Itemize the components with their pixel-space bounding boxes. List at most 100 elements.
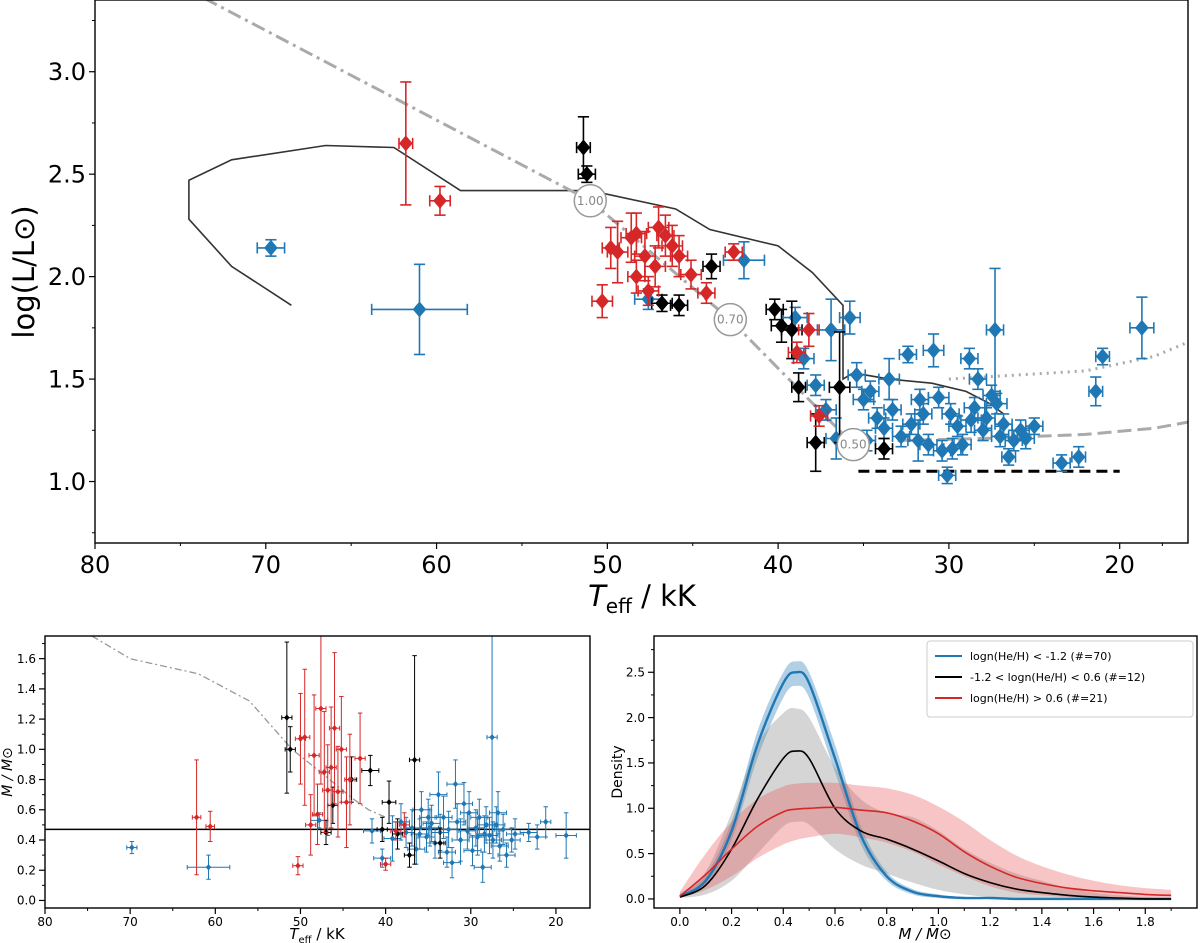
hrd-point-red <box>606 220 629 284</box>
mass-point-blue <box>486 636 498 844</box>
density-band-red <box>679 782 1172 899</box>
density-y-tick-label: 1.5 <box>626 756 645 770</box>
density-y-tick-label: 1.0 <box>626 801 645 815</box>
hrd-point-blue <box>937 466 957 485</box>
mass-point-red <box>308 694 320 817</box>
hrd-x-axis-label: Teff / kK <box>588 579 697 618</box>
mass-point-blue <box>407 833 426 865</box>
density-x-tick-label: 0.0 <box>670 915 689 929</box>
hrd-x-tick-label: 70 <box>251 551 282 579</box>
hrd-point-black <box>828 331 851 444</box>
hrd-point-black <box>765 298 785 321</box>
mass-x-tick-label: 20 <box>548 915 563 929</box>
hrd-y-tick-label: 1.0 <box>48 468 86 496</box>
hrd-point-blue <box>847 361 867 389</box>
mass-point-blue <box>506 818 525 850</box>
hrd-point-blue <box>806 374 826 397</box>
mass-point-red <box>328 652 341 805</box>
hrd-point-red <box>797 312 820 348</box>
hrd-point-blue <box>941 402 960 425</box>
mass-x-tick-label: 60 <box>208 915 223 929</box>
tahb-dashed-line <box>897 420 1188 442</box>
mass-point-black <box>281 641 293 794</box>
mass-point-blue <box>443 847 462 879</box>
mass-point-red <box>315 636 327 785</box>
density-y-tick-label: 0.0 <box>626 892 645 906</box>
density-x-tick-label: 1.6 <box>1084 915 1103 929</box>
mass-point-black <box>408 655 421 865</box>
mass-plot-frame <box>44 635 591 909</box>
mass-point-blue <box>528 824 547 850</box>
hrd-point-blue <box>883 398 902 421</box>
mass-x-tick-label: 80 <box>37 915 52 929</box>
hrd-point-red <box>644 245 667 288</box>
hrd-plot-frame <box>94 0 1189 544</box>
hrd-point-blue <box>256 238 286 257</box>
mass-point-blue <box>412 791 431 829</box>
mass-point-blue <box>410 818 429 850</box>
hrd-x-tick-label: 30 <box>934 551 965 579</box>
mass-x-tick-label: 50 <box>293 915 308 929</box>
mass-x-tick-label: 70 <box>123 915 138 929</box>
hrd-point-blue <box>927 386 950 409</box>
density-x-tick-label: 0.6 <box>825 915 844 929</box>
hrd-point-blue <box>898 345 918 364</box>
hrd-point-blue <box>1094 347 1111 366</box>
hrd-point-black <box>702 253 721 280</box>
mass-x-tick-label: 40 <box>378 915 393 929</box>
mass-point-black <box>361 754 380 787</box>
density-x-tick-label: 0.2 <box>722 915 741 929</box>
density-panel: 0.0 0.2 0.4 0.6 0.8 1.0 1.2 1.4 1.6 1.8 0.0 0.5 1.0 1… <box>610 635 1198 943</box>
hrd-point-red <box>627 259 646 294</box>
mass-label-text: 0.50 <box>840 438 867 452</box>
density-x-axis-label: M / M⊙ <box>898 925 951 943</box>
density-x-tick-label: 0.4 <box>774 915 793 929</box>
density-plot-frame <box>653 635 1198 909</box>
hrd-point-red <box>809 404 829 428</box>
mass-label-circle <box>713 302 748 337</box>
density-y-tick-label: 2.0 <box>626 711 645 725</box>
hrd-point-red <box>625 212 648 255</box>
hrd-point-blue <box>1052 454 1071 473</box>
density-x-tick-label: 0.8 <box>877 915 896 929</box>
mass-panel: 80 70 60 50 40 30 20 0.0 0.2 0.4 0.6 0.8 1.0 1.2 1.4 1.… <box>0 635 591 943</box>
hrd-point-blue <box>1071 445 1087 468</box>
mass-y-axis-label: M / M⊙ <box>0 747 16 797</box>
mass-y-tick-label: 0.0 <box>17 894 36 908</box>
mass-point-red <box>305 794 317 856</box>
mass-y-tick-label: 0.6 <box>17 803 36 817</box>
mass-point-blue <box>540 806 552 838</box>
mass-point-black <box>376 816 388 843</box>
hrd-x-tick-label: 20 <box>1104 551 1135 579</box>
mass-point-blue <box>502 827 521 853</box>
mass-point-blue <box>126 841 138 855</box>
density-curve-black <box>679 750 1172 900</box>
hrd-x-tick-label: 50 <box>592 551 623 579</box>
hrd-panel: 1.00 0.70 0.50 80 70 60 50 40 30 20 1.0 1.5 2.0 2.5 3… <box>7 0 1189 618</box>
mass-point-blue <box>362 818 382 844</box>
hrd-point-blue <box>919 433 938 456</box>
hrd-point-black <box>874 437 894 460</box>
hrd-point-red <box>656 214 675 257</box>
mass-point-black <box>284 726 296 773</box>
mass-point-red <box>344 733 356 826</box>
hrd-point-black <box>577 165 597 184</box>
hrd-point-blue <box>878 357 901 401</box>
hrd-point-blue <box>891 425 911 448</box>
legend-box <box>926 640 1194 718</box>
mass-point-blue <box>448 803 467 841</box>
hrd-point-blue <box>910 388 930 411</box>
mass-y-tick-label: 1.4 <box>17 682 36 696</box>
hrd-y-tick-label: 3.0 <box>48 58 86 86</box>
hrd-point-blue <box>816 298 846 362</box>
legend-label: logn(He/H) > 0.6 (#=21) <box>970 692 1108 705</box>
hrd-point-blue <box>1088 376 1104 407</box>
hrd-point-blue <box>985 392 1008 415</box>
density-x-tick-label: 1.4 <box>1032 915 1051 929</box>
hrd-point-black <box>669 294 689 317</box>
hrd-point-red <box>591 284 614 319</box>
hrd-point-red <box>787 341 807 364</box>
hrd-x-tick-label: 80 <box>80 551 111 579</box>
mass-x-tick-label: 30 <box>463 915 478 929</box>
